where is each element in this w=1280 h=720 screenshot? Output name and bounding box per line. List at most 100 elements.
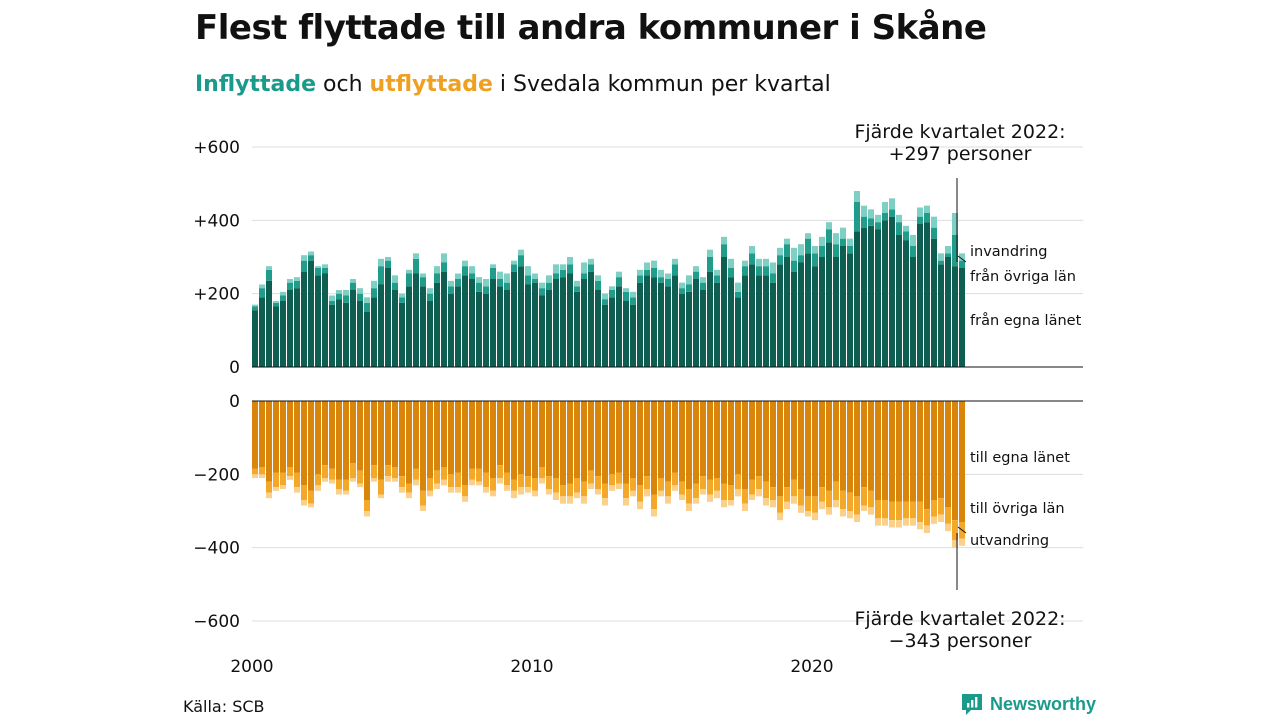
x-tick-label: 2020	[790, 657, 833, 677]
bar-outflow-2	[343, 490, 349, 495]
bar-inflow-0	[469, 279, 475, 367]
bar-inflow-1	[931, 227, 937, 239]
bar-inflow-1	[686, 284, 692, 292]
bar-outflow-0	[735, 401, 741, 475]
bar-inflow-1	[399, 297, 405, 303]
bar-inflow-2	[581, 262, 587, 274]
bar-outflow-2	[924, 525, 930, 533]
bar-outflow-2	[280, 485, 286, 489]
newsworthy-logo-icon	[962, 694, 982, 715]
bar-outflow-1	[875, 500, 881, 519]
bar-inflow-0	[406, 286, 412, 367]
bar-outflow-2	[588, 483, 594, 489]
bar-outflow-1	[882, 500, 888, 519]
bar-inflow-0	[301, 271, 307, 367]
bar-inflow-2	[742, 260, 748, 267]
bar-outflow-1	[644, 476, 650, 489]
y-tick-label: −600	[193, 612, 240, 632]
bar-outflow-2	[749, 494, 755, 500]
bar-inflow-1	[483, 286, 489, 294]
bar-outflow-1	[833, 481, 839, 500]
bar-outflow-2	[392, 478, 398, 482]
bar-inflow-0	[861, 227, 867, 367]
bar-outflow-2	[385, 476, 391, 482]
bar-outflow-0	[819, 401, 825, 488]
bar-outflow-2	[623, 498, 629, 506]
bar-inflow-2	[252, 304, 258, 307]
bar-inflow-2	[749, 246, 755, 254]
bar-inflow-2	[532, 273, 538, 279]
bar-inflow-0	[854, 231, 860, 367]
subtitle-rest: i Svedala kommun per kvartal	[492, 72, 831, 97]
bar-outflow-2	[441, 479, 447, 486]
bar-inflow-0	[602, 304, 608, 367]
bar-inflow-2	[301, 255, 307, 261]
bar-outflow-2	[784, 501, 790, 510]
bar-outflow-1	[770, 487, 776, 500]
bar-inflow-2	[959, 253, 965, 261]
bar-inflow-0	[616, 286, 622, 367]
bar-outflow-2	[896, 520, 902, 528]
bar-outflow-2	[868, 507, 874, 515]
bar-inflow-2	[721, 236, 727, 245]
bar-outflow-0	[924, 401, 930, 510]
bar-inflow-0	[504, 290, 510, 367]
bar-inflow-0	[679, 293, 685, 367]
bar-inflow-2	[686, 275, 692, 285]
bar-outflow-1	[749, 479, 755, 495]
bar-outflow-2	[819, 501, 825, 510]
bar-outflow-1	[294, 472, 300, 488]
bar-outflow-2	[329, 479, 335, 484]
bar-inflow-0	[574, 291, 580, 367]
bar-inflow-1	[882, 213, 888, 221]
bar-inflow-0	[728, 277, 734, 367]
bar-outflow-2	[490, 490, 496, 497]
bar-inflow-0	[560, 277, 566, 367]
bar-inflow-2	[665, 273, 671, 279]
bar-outflow-2	[595, 489, 601, 495]
bar-inflow-1	[287, 282, 293, 290]
bar-inflow-1	[497, 279, 503, 287]
bar-outflow-2	[721, 500, 727, 508]
bar-outflow-0	[896, 401, 902, 502]
bar-inflow-1	[441, 262, 447, 272]
bar-outflow-0	[427, 401, 433, 478]
bar-outflow-1	[560, 485, 566, 497]
bar-outflow-0	[378, 401, 384, 480]
source-note: Källa: SCB	[183, 697, 265, 716]
bar-inflow-1	[343, 295, 349, 303]
bar-outflow-1	[420, 490, 426, 506]
bar-outflow-2	[273, 487, 279, 491]
bar-inflow-0	[441, 271, 447, 367]
bar-outflow-1	[945, 507, 951, 524]
bar-outflow-1	[504, 472, 510, 486]
bar-inflow-0	[623, 301, 629, 367]
bar-inflow-2	[679, 282, 685, 289]
bar-inflow-2	[917, 207, 923, 217]
bar-outflow-2	[322, 478, 328, 482]
bar-outflow-2	[532, 490, 538, 497]
bar-outflow-1	[784, 487, 790, 502]
bar-inflow-0	[672, 275, 678, 367]
bar-inflow-2	[329, 295, 335, 301]
bar-inflow-2	[931, 216, 937, 228]
bar-outflow-0	[588, 401, 594, 471]
bar-outflow-1	[462, 485, 468, 497]
bar-inflow-1	[301, 260, 307, 272]
bar-inflow-0	[329, 304, 335, 367]
bar-inflow-0	[413, 273, 419, 367]
bar-outflow-1	[539, 467, 545, 478]
bar-outflow-0	[483, 401, 489, 473]
bar-inflow-1	[742, 266, 748, 276]
bar-inflow-0	[595, 290, 601, 367]
bar-outflow-0	[623, 401, 629, 484]
bar-inflow-2	[756, 258, 762, 267]
bar-outflow-0	[833, 401, 839, 482]
series-label-inflow: från övriga län	[970, 268, 1076, 285]
bar-outflow-1	[399, 476, 405, 488]
bar-outflow-0	[854, 401, 860, 497]
bar-inflow-1	[637, 275, 643, 283]
bar-outflow-2	[665, 496, 671, 504]
bar-outflow-0	[630, 401, 636, 478]
bar-inflow-1	[322, 268, 328, 274]
